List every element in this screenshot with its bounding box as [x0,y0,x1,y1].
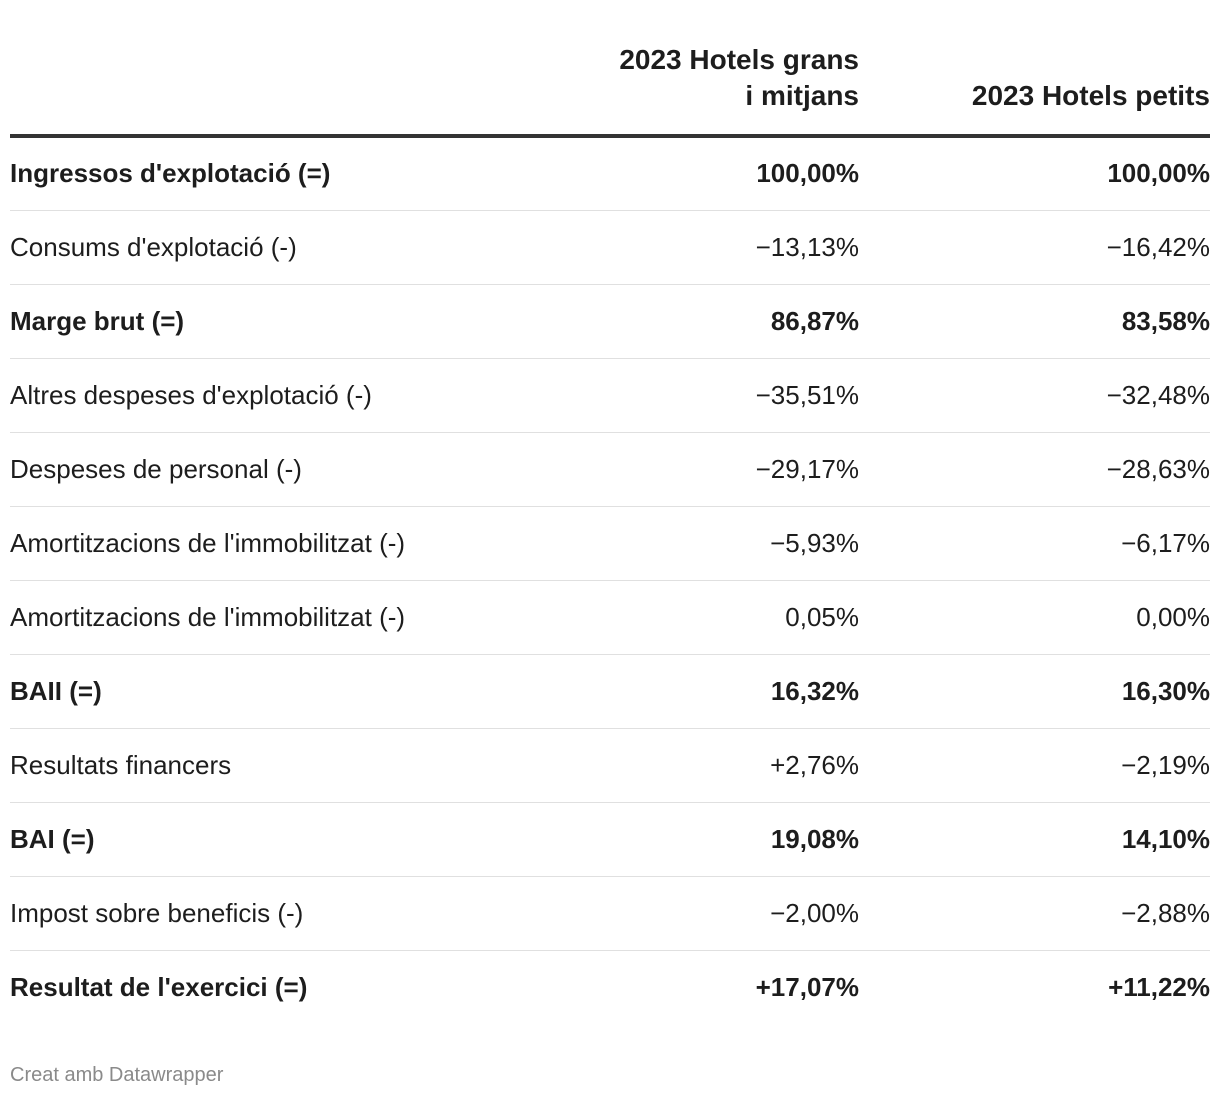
column-header-small-hotels-text: 2023 Hotels petits [971,80,1210,111]
value-small-hotels: −6,17% [859,506,1210,581]
row-label: Resultat de l'exercici (=) [10,971,308,1002]
value-large-hotels: 0,05% [610,580,859,655]
value-small-hotels: 83,58% [859,284,1210,359]
table-row: Altres despeses d'explotació (-) −35,51% −… [10,358,1210,433]
table-row: Despeses de personal (-) −29,17% −28,63% [10,432,1210,507]
value-small-hotels: 0,00% [859,580,1210,655]
value-small-hotels: 16,30% [859,654,1210,729]
row-label: Amortitzacions de l'immobilitzat (-) [10,580,610,655]
value-large-hotels: 16,32% [610,654,859,729]
column-header-small-hotels: 2023 Hotels petits [859,0,1210,138]
value-small-hotels: 14,10% [859,802,1210,877]
row-label: BAI (=) [10,802,610,877]
table-row: Resultat de l'exercici (=) +17,07% +11,22% [10,950,1210,1024]
table-header: 2023 Hotels grans i mitjans 2023 Hotels … [10,0,1210,138]
row-label: Resultats financers [10,728,610,803]
value-small-hotels: +11,22% [1108,971,1210,1002]
column-header-large-hotels-text: 2023 Hotels grans i mitjans [619,44,859,111]
column-header-large-hotels: 2023 Hotels grans i mitjans [610,0,859,138]
value-small-hotels: −16,42% [859,210,1210,285]
row-label: Marge brut (=) [10,284,610,359]
table-row: Amortitzacions de l'immobilitzat (-) −5,9… [10,506,1210,581]
value-large-hotels: +2,76% [610,728,859,803]
table-row: Consums d'explotació (-) −13,13% −16,42% [10,210,1210,285]
column-header-label [10,0,610,138]
value-large-hotels: −29,17% [610,432,859,507]
data-table-container: 2023 Hotels grans i mitjans 2023 Hotels … [10,0,1210,1024]
table-row: Ingressos d'explotació (=) 100,00% 100,00% [10,136,1210,211]
value-large-hotels: −5,93% [610,506,859,581]
value-large-hotels: 100,00% [610,136,859,211]
value-large-hotels: +17,07% [755,971,859,1002]
value-small-hotels: −32,48% [859,358,1210,433]
value-large-hotels: 19,08% [610,802,859,877]
table-row: Marge brut (=) 86,87% 83,58% [10,284,1210,359]
table-row: Resultats financers +2,76% −2,19% [10,728,1210,803]
row-label: BAII (=) [10,654,610,729]
header-row: 2023 Hotels grans i mitjans 2023 Hotels … [10,0,1210,138]
value-large-hotels: 86,87% [610,284,859,359]
table-row: Amortitzacions de l'immobilitzat (-) 0,05… [10,580,1210,655]
row-label: Altres despeses d'explotació (-) [10,358,610,433]
row-label: Despeses de personal (-) [10,432,610,507]
value-small-hotels: −2,19% [859,728,1210,803]
row-label: Impost sobre beneficis (-) [10,876,610,951]
table-row: Impost sobre beneficis (-) −2,00% −2,88% [10,876,1210,951]
datawrapper-credit: Creat amb Datawrapper [10,1064,224,1086]
table-row: BAI (=) 19,08% 14,10% [10,802,1210,877]
value-small-hotels: −28,63% [859,432,1210,507]
value-small-hotels: 100,00% [859,136,1210,211]
row-label: Consums d'explotació (-) [10,210,610,285]
row-label: Amortitzacions de l'immobilitzat (-) [10,506,610,581]
row-label: Ingressos d'explotació (=) [10,136,610,211]
table-row: BAII (=) 16,32% 16,30% [10,654,1210,729]
table-body: Ingressos d'explotació (=) 100,00% 100,00%… [10,136,1210,1024]
value-small-hotels: −2,88% [859,876,1210,951]
data-table: 2023 Hotels grans i mitjans 2023 Hotels … [10,0,1210,1024]
value-large-hotels: −35,51% [610,358,859,433]
value-large-hotels: −2,00% [610,876,859,951]
value-large-hotels: −13,13% [610,210,859,285]
